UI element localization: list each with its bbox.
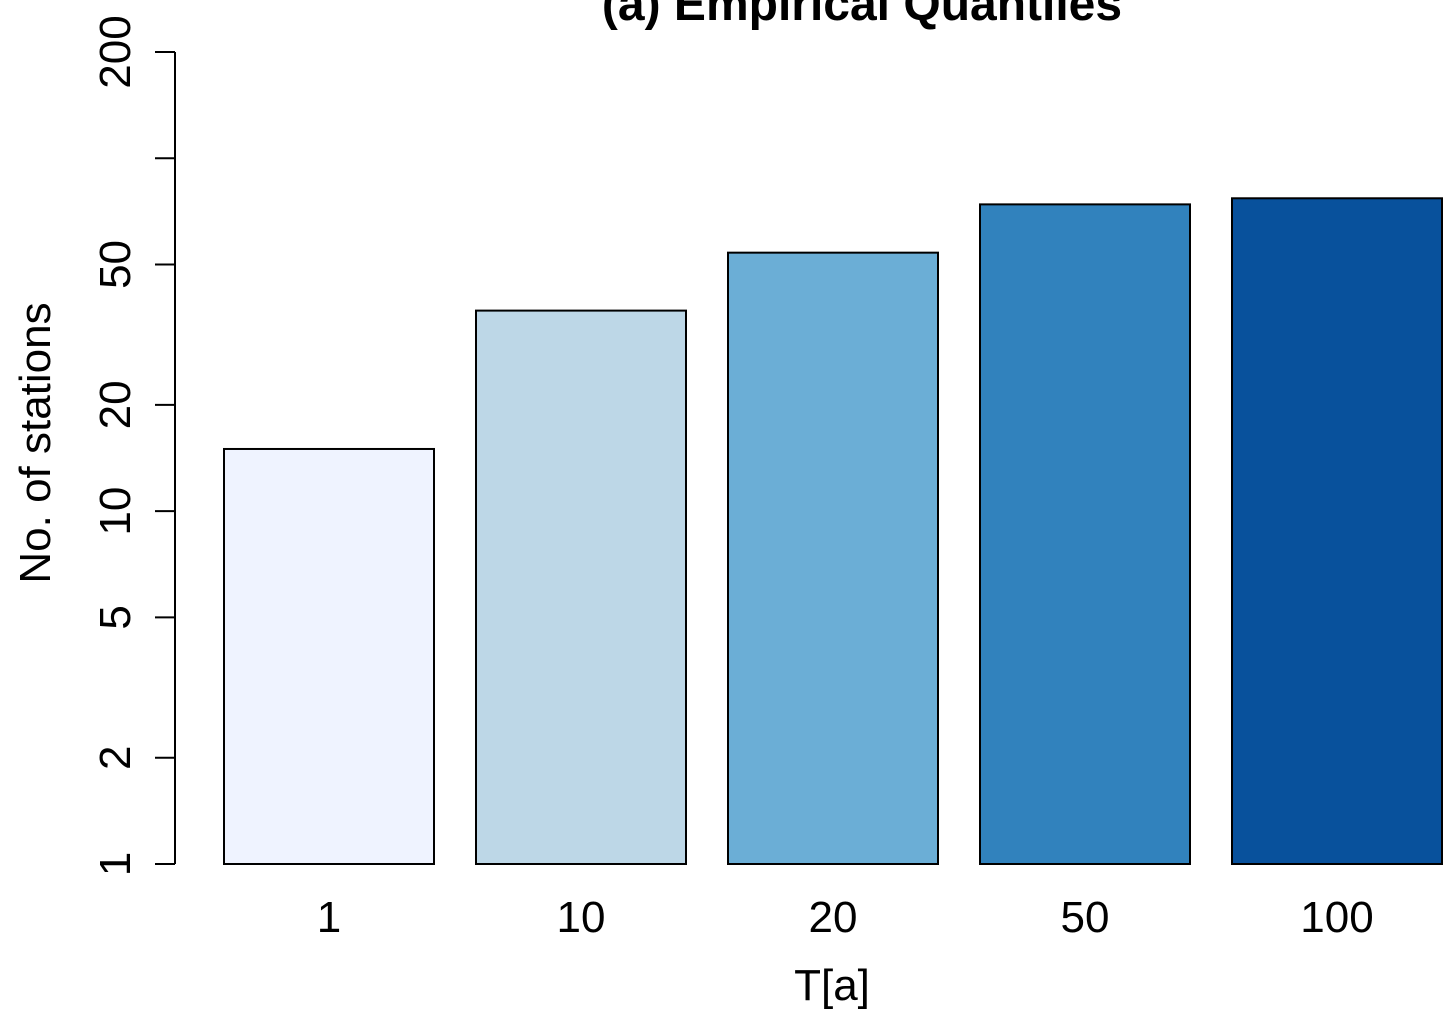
x-tick-label-50: 50 — [1061, 893, 1110, 942]
x-tick-label-10: 10 — [557, 893, 606, 942]
y-axis-ticks: 1 2 5 10 20 50 200 — [91, 15, 175, 876]
chart-title: (a) Empirical Quantiles — [602, 0, 1122, 31]
y-tick-label-20: 20 — [91, 380, 140, 429]
y-tick-label-1: 1 — [91, 852, 140, 876]
y-tick-label-50: 50 — [91, 240, 140, 289]
bars-group — [223, 197, 1443, 866]
y-tick-label-200: 200 — [91, 15, 140, 88]
bar-1 — [223, 447, 435, 865]
x-axis-tick-labels: 1 10 20 50 100 — [317, 893, 1374, 942]
bar-10 — [475, 309, 687, 865]
x-axis-title: T[a] — [794, 961, 870, 1010]
y-axis-title: No. of stations — [11, 302, 60, 583]
y-tick-label-2: 2 — [91, 746, 140, 770]
y-tick-label-10: 10 — [91, 487, 140, 536]
bar-20 — [727, 251, 939, 865]
x-tick-label-100: 100 — [1300, 893, 1373, 942]
x-tick-label-1: 1 — [317, 893, 341, 942]
bar-50 — [979, 203, 1191, 866]
x-tick-label-20: 20 — [809, 893, 858, 942]
y-tick-label-5: 5 — [91, 605, 140, 629]
bar-100 — [1231, 197, 1443, 866]
